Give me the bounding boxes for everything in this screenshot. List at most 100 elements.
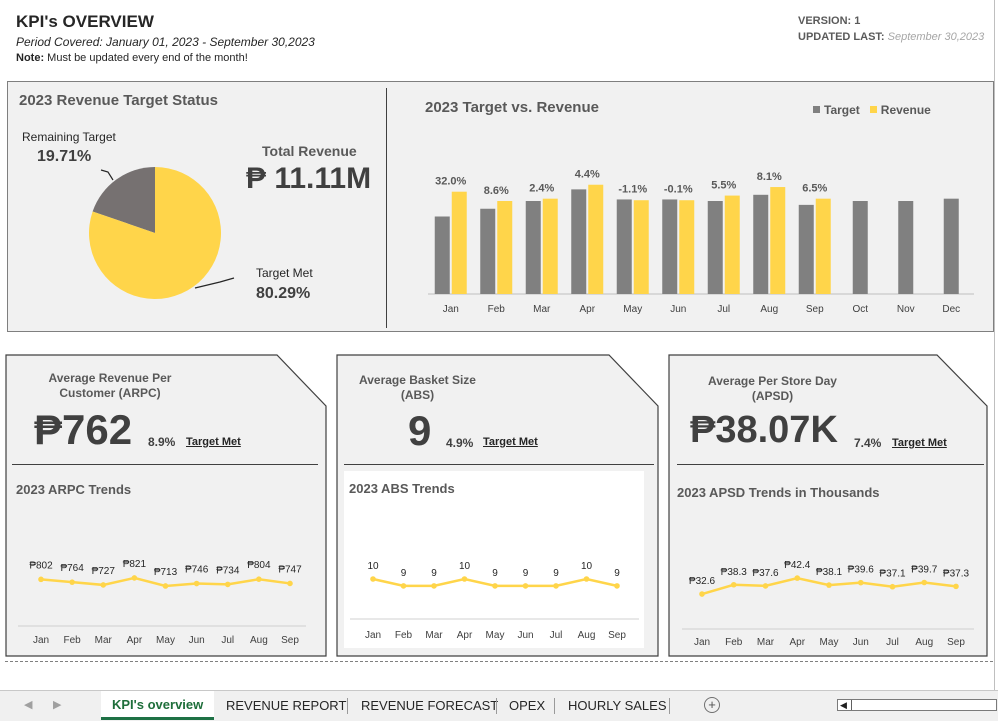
trend-data-label: 9 <box>492 568 498 579</box>
updated-value: September 30,2023 <box>887 31 985 43</box>
arpc-pct: 8.9% <box>148 435 176 449</box>
bar-x-tick: Jul <box>717 304 730 315</box>
trend-data-label: ₱37.3 <box>943 568 970 579</box>
bar-target <box>662 199 678 294</box>
trend-data-label: ₱37.1 <box>879 569 906 580</box>
abs-label-line2: (ABS) <box>400 388 435 402</box>
trend-x-tick: Apr <box>789 637 805 648</box>
bar-target <box>943 198 959 294</box>
trend-data-label: ₱713 <box>154 567 178 578</box>
tab-separator <box>554 698 555 714</box>
trend-x-tick: Apr <box>457 630 473 641</box>
trend-point <box>69 579 75 585</box>
trend-point <box>131 575 138 581</box>
trend-x-tick: Feb <box>725 637 743 648</box>
trend-x-tick: Mar <box>425 630 443 641</box>
panel-divider <box>386 88 387 328</box>
tab-revenue-report[interactable]: REVENUE REPORT <box>226 698 347 713</box>
tab-scroll-left-icon[interactable]: ◀ <box>24 699 33 711</box>
trend-point <box>224 581 231 588</box>
trend-x-tick: Jan <box>694 637 710 648</box>
trend-x-tick: Jun <box>517 630 533 641</box>
trend-data-label: ₱804 <box>247 560 271 571</box>
arpc-value: ₱762 <box>34 406 133 453</box>
trend-point <box>256 576 262 583</box>
trend-data-label: ₱734 <box>216 565 240 576</box>
trend-data-label: ₱727 <box>92 566 116 577</box>
trend-point <box>794 575 801 581</box>
apsd-trend-chart: ₱32.6 Jan ₱38.3 Feb ₱37.6 Mar ₱42.4 Apr ₱38.1 May… <box>682 560 974 648</box>
trend-point <box>921 579 928 586</box>
trend-point <box>287 580 293 587</box>
trend-data-label: 10 <box>367 561 379 572</box>
trend-point <box>762 583 769 589</box>
bar-revenue <box>497 201 513 294</box>
tab-scroll-right-icon[interactable]: ▶ <box>53 699 62 711</box>
remaining-target-pct: 19.71% <box>37 148 92 165</box>
trend-data-label: ₱747 <box>278 564 302 575</box>
apsd-label-line1: Average Per Store Day <box>708 374 837 388</box>
pie-slice-met <box>88 167 221 299</box>
apsd-divider <box>677 464 984 465</box>
trend-x-tick: Feb <box>395 630 413 641</box>
tab-separator <box>496 698 497 714</box>
bar-x-tick: Nov <box>897 304 915 315</box>
bar-x-tick: Dec <box>942 304 960 315</box>
tab-separator <box>347 698 348 714</box>
trend-point <box>553 583 559 589</box>
period-covered: Period Covered: January 01, 2023 - Septe… <box>16 35 315 49</box>
legend-revenue: Revenue <box>869 103 931 117</box>
revenue-pie-chart <box>88 167 235 299</box>
trend-x-tick: Sep <box>608 630 626 641</box>
target-met-label: Target Met <box>256 266 313 280</box>
trend-data-label: ₱746 <box>185 565 209 576</box>
bar-target <box>616 199 632 294</box>
arpc-status: Target Met <box>186 436 241 448</box>
bar-revenue <box>679 200 695 294</box>
add-sheet-icon[interactable]: + <box>704 697 720 713</box>
bar-target <box>753 194 769 294</box>
remaining-leader-line <box>100 169 114 181</box>
bar-data-label: -1.1% <box>618 183 647 195</box>
bar-target <box>434 216 450 294</box>
trend-x-tick: Feb <box>64 635 82 646</box>
legend-target-swatch <box>813 106 820 113</box>
bar-data-label: 5.5% <box>711 180 736 192</box>
bar-data-label: 8.1% <box>757 171 782 183</box>
legend-revenue-swatch <box>869 106 877 113</box>
trend-data-label: ₱37.6 <box>752 568 779 579</box>
tab-kpis-overview[interactable]: KPI's overview <box>101 691 215 720</box>
revenue-status-title: 2023 Revenue Target Status <box>19 92 218 109</box>
bar-x-tick: Sep <box>806 304 824 315</box>
bar-x-tick: Aug <box>760 304 778 315</box>
trend-point <box>193 580 200 587</box>
apsd-pct: 7.4% <box>854 436 882 450</box>
target-vs-revenue-title: 2023 Target vs. Revenue <box>425 99 599 116</box>
abs-label: Average Basket Size (ABS) <box>345 373 490 403</box>
trend-x-tick: Sep <box>281 635 299 646</box>
scrollbar-thumb[interactable] <box>851 700 852 710</box>
apsd-trend-title: 2023 APSD Trends in Thousands <box>677 485 880 500</box>
abs-pct: 4.9% <box>446 436 474 450</box>
tab-opex[interactable]: OPEX <box>509 698 546 713</box>
apsd-value: ₱38.07K <box>690 409 838 451</box>
trend-x-tick: May <box>820 637 839 648</box>
bar-revenue <box>633 200 649 294</box>
trend-point <box>100 582 107 588</box>
bar-data-label: -0.1% <box>664 183 693 195</box>
tab-hourly-sales[interactable]: HOURLY SALES <box>568 698 667 713</box>
trend-point <box>699 591 705 597</box>
horizontal-scrollbar[interactable]: ◀ <box>837 699 997 711</box>
apsd-status: Target Met <box>892 437 947 449</box>
bar-data-label: 32.0% <box>435 176 466 188</box>
bar-legend: Target Revenue <box>813 103 931 117</box>
trend-data-label: 9 <box>553 568 559 579</box>
bar-x-tick: Apr <box>579 304 595 315</box>
trend-data-label: ₱32.6 <box>689 576 716 587</box>
scroll-left-icon[interactable]: ◀ <box>840 700 847 710</box>
bar-revenue <box>815 198 831 294</box>
abs-label-line1: Average Basket Size <box>359 373 476 387</box>
legend-target-label: Target <box>824 103 860 117</box>
trend-point <box>461 576 468 582</box>
tab-revenue-forecast[interactable]: REVENUE FORECAST <box>361 698 499 713</box>
